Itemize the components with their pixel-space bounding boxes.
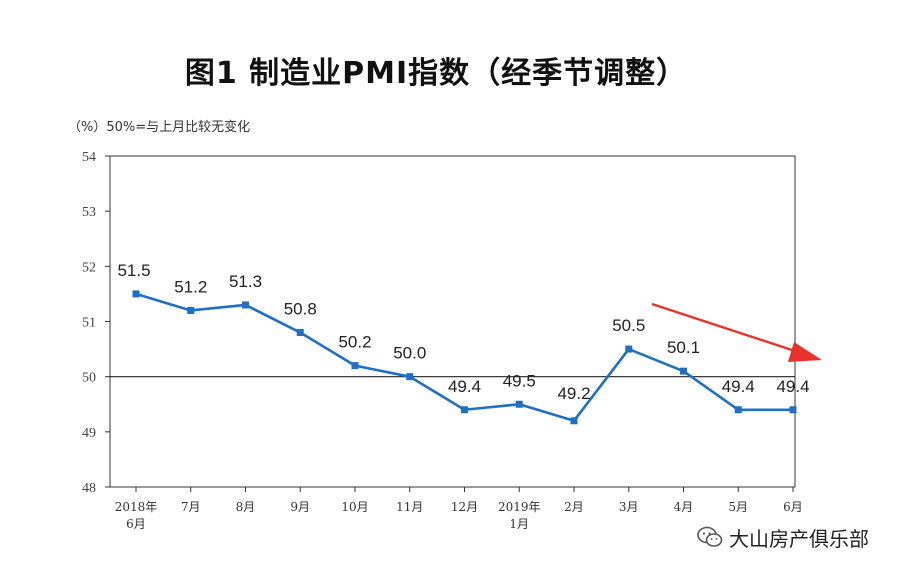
- data-point: [187, 306, 195, 314]
- data-point: [680, 367, 687, 375]
- data-point: [242, 301, 249, 309]
- data-label: 50.8: [284, 300, 317, 319]
- data-label: 51.3: [229, 272, 262, 291]
- data-point: [625, 345, 633, 353]
- data-label: 49.4: [776, 377, 809, 396]
- x-tick-label: 2019年 1月: [498, 500, 541, 531]
- data-point: [406, 373, 414, 381]
- data-point: [132, 290, 140, 298]
- chart-title: 图1 制造业PMI指数（经季节调整）: [184, 56, 688, 91]
- unit-note: （%）50%=与上月比较无变化: [68, 120, 251, 135]
- wechat-icon: [697, 526, 723, 547]
- x-tick-label: 2018年 6月: [115, 500, 158, 531]
- watermark: 大山房产俱乐部: [697, 522, 869, 552]
- data-label: 49.5: [503, 371, 536, 390]
- x-tick-label: 4月: [674, 500, 694, 514]
- x-tick-label: 2月: [564, 500, 584, 514]
- data-label: 50.0: [393, 344, 426, 363]
- x-tick-label: 9月: [290, 500, 310, 514]
- y-tick-label: 53: [82, 205, 96, 220]
- data-point: [789, 406, 797, 414]
- x-tick-label: 11月: [396, 500, 423, 514]
- data-label: 51.2: [174, 277, 207, 296]
- trend-arrow-shaft: [651, 302, 799, 354]
- data-label: 50.1: [667, 338, 700, 357]
- trend-arrow-head: [788, 342, 822, 362]
- y-tick-label: 50: [82, 371, 96, 386]
- y-tick-label: 48: [82, 481, 96, 496]
- series-line: [135, 292, 793, 423]
- y-tick-label: 49: [82, 426, 96, 441]
- plot-frame: [109, 155, 796, 488]
- data-label: 50.2: [338, 333, 371, 352]
- data-label: 49.4: [448, 377, 481, 396]
- data-label: 51.5: [117, 261, 150, 280]
- data-point: [296, 329, 304, 337]
- data-label: 49.4: [722, 377, 755, 396]
- data-point: [515, 400, 523, 408]
- data-point: [570, 417, 578, 425]
- y-tick-label: 54: [82, 150, 96, 165]
- x-tick-label: 6月: [783, 500, 803, 514]
- data-point: [351, 362, 359, 370]
- x-tick-label: 8月: [236, 500, 256, 514]
- data-label: 49.2: [557, 384, 590, 403]
- data-point: [461, 406, 468, 414]
- x-tick-label: 7月: [181, 500, 201, 514]
- data-label: 50.5: [612, 316, 645, 335]
- x-tick-label: 12月: [451, 500, 478, 514]
- watermark-text: 大山房产俱乐部: [729, 526, 869, 551]
- y-tick-label: 51: [82, 316, 96, 331]
- data-point: [734, 406, 742, 414]
- x-tick-label: 5月: [728, 500, 748, 514]
- x-tick-label: 3月: [619, 500, 639, 514]
- x-tick-label: 10月: [341, 500, 368, 514]
- y-tick-label: 52: [82, 260, 96, 275]
